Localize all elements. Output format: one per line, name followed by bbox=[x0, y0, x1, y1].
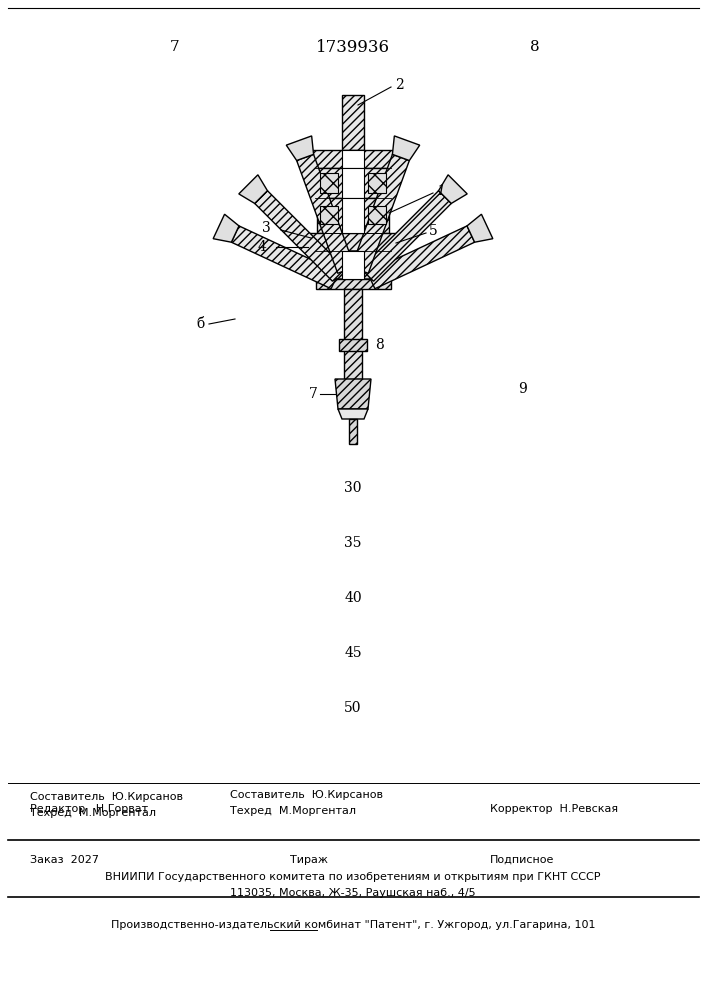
Bar bbox=[317, 198, 389, 233]
Text: 45: 45 bbox=[344, 646, 362, 660]
Polygon shape bbox=[231, 226, 339, 289]
Text: Корректор  Н.Ревская: Корректор Н.Ревская bbox=[490, 804, 618, 814]
Text: 4: 4 bbox=[257, 240, 266, 254]
Polygon shape bbox=[467, 214, 493, 242]
Bar bbox=[317, 168, 389, 198]
Text: Тираж: Тираж bbox=[290, 855, 328, 865]
Text: Подписное: Подписное bbox=[490, 855, 554, 865]
Text: 35: 35 bbox=[344, 536, 362, 550]
Text: 40: 40 bbox=[344, 591, 362, 605]
Bar bbox=[342, 95, 364, 150]
Polygon shape bbox=[361, 191, 451, 281]
Text: Техред  М.Моргентал: Техред М.Моргентал bbox=[30, 808, 156, 818]
Polygon shape bbox=[286, 136, 314, 161]
Polygon shape bbox=[297, 154, 355, 273]
Text: 7: 7 bbox=[309, 387, 318, 401]
Text: 1: 1 bbox=[436, 184, 445, 198]
Text: Составитель  Ю.Кирсанов: Составитель Ю.Кирсанов bbox=[230, 790, 383, 800]
Text: 8: 8 bbox=[375, 338, 384, 352]
Text: Редактор   Н.Горват: Редактор Н.Горват bbox=[30, 804, 148, 814]
Text: 50: 50 bbox=[344, 701, 362, 715]
Text: Техред  М.Моргентал: Техред М.Моргентал bbox=[230, 806, 356, 816]
Polygon shape bbox=[239, 175, 267, 203]
Bar bbox=[368, 206, 386, 224]
Text: б: б bbox=[197, 317, 205, 331]
Bar bbox=[342, 168, 364, 198]
Bar bbox=[342, 150, 364, 168]
Text: 30: 30 bbox=[344, 481, 362, 495]
Bar bbox=[306, 233, 401, 251]
Text: 1739936: 1739936 bbox=[316, 38, 390, 55]
Polygon shape bbox=[338, 409, 368, 419]
Polygon shape bbox=[392, 136, 420, 161]
Polygon shape bbox=[438, 175, 467, 203]
Bar bbox=[339, 339, 367, 351]
Bar bbox=[368, 173, 386, 193]
Text: Производственно-издательский комбинат "Патент", г. Ужгород, ул.Гагарина, 101: Производственно-издательский комбинат "П… bbox=[111, 920, 595, 930]
Text: Заказ  2027: Заказ 2027 bbox=[30, 855, 99, 865]
Text: 3: 3 bbox=[262, 221, 271, 235]
Text: 7: 7 bbox=[170, 40, 180, 54]
Bar bbox=[349, 419, 357, 444]
Bar bbox=[320, 173, 338, 193]
Text: 2: 2 bbox=[395, 78, 404, 92]
Text: 5: 5 bbox=[429, 224, 438, 238]
Text: 9: 9 bbox=[518, 382, 527, 396]
Bar bbox=[342, 198, 364, 233]
Polygon shape bbox=[351, 154, 409, 273]
Polygon shape bbox=[214, 214, 239, 242]
Text: ВНИИПИ Государственного комитета по изобретениям и открытиям при ГКНТ СССР: ВНИИПИ Государственного комитета по изоб… bbox=[105, 872, 601, 882]
Text: 113035, Москва, Ж-35, Раушская наб., 4/5: 113035, Москва, Ж-35, Раушская наб., 4/5 bbox=[230, 888, 476, 898]
Text: 8: 8 bbox=[530, 40, 540, 54]
Bar bbox=[342, 251, 364, 279]
Polygon shape bbox=[255, 191, 345, 281]
Polygon shape bbox=[368, 226, 474, 289]
Bar bbox=[306, 150, 401, 168]
Polygon shape bbox=[326, 251, 380, 279]
Bar bbox=[316, 279, 391, 289]
Bar bbox=[344, 289, 362, 379]
Polygon shape bbox=[335, 379, 371, 409]
Text: Составитель  Ю.Кирсанов: Составитель Ю.Кирсанов bbox=[30, 792, 183, 802]
Bar bbox=[320, 206, 338, 224]
